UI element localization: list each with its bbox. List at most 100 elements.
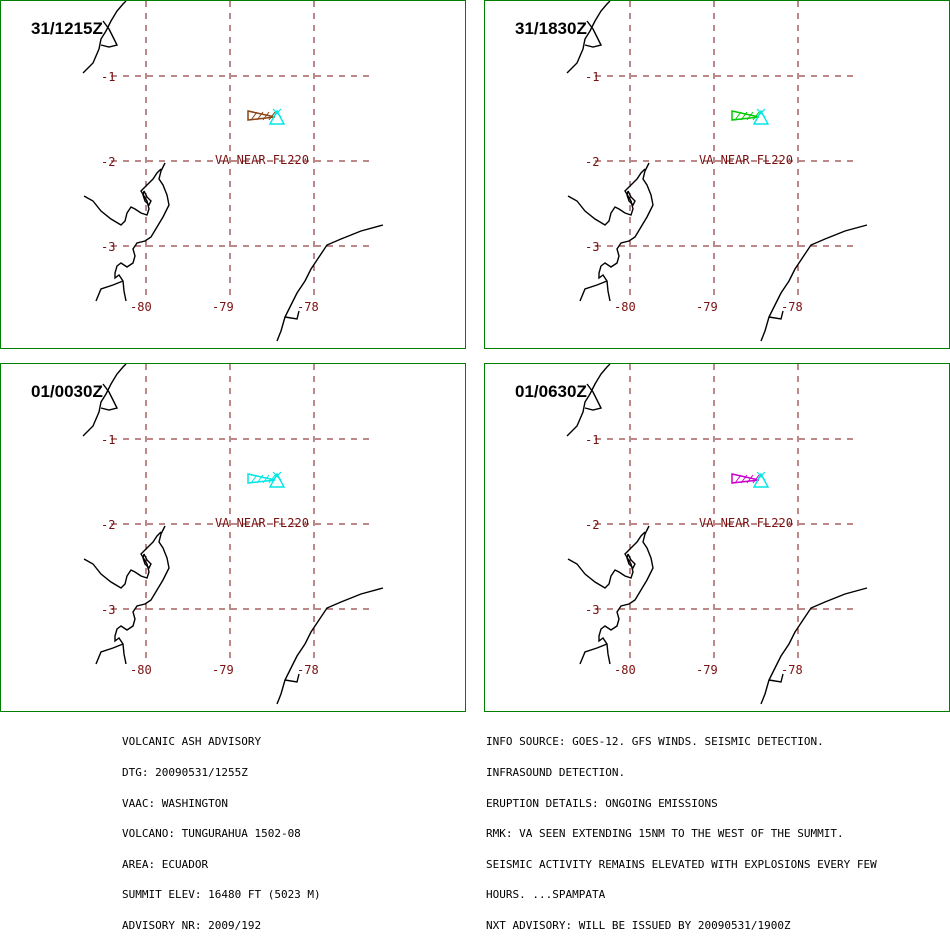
advisory-line: HOURS. ...SPAMPATA xyxy=(486,888,606,902)
advisory-line: ADVISORY NR: 2009/192 xyxy=(122,919,262,933)
advisory-line: VOLCANO: TUNGURAHUA 1502-08 xyxy=(122,827,301,841)
advisory-line: INFO SOURCE: GOES-12. GFS WINDS. SEISMIC… xyxy=(486,735,824,749)
latitude-label: -1 xyxy=(585,433,599,447)
coastline xyxy=(566,1,611,74)
latitude-label: -2 xyxy=(101,518,115,532)
volcano-triangle-icon xyxy=(752,472,770,488)
advisory-line: VAAC: WASHINGTON xyxy=(122,796,228,810)
volcano-marker-line xyxy=(756,108,766,118)
advisory-right-block: INFO SOURCE: GOES-12. GFS WINDS. SEISMIC… xyxy=(486,717,877,941)
latitude-label: -2 xyxy=(585,518,599,532)
coastline xyxy=(142,553,152,570)
plume-hatch xyxy=(268,474,276,484)
coastline xyxy=(626,190,636,207)
longitude-label: -79 xyxy=(212,300,234,314)
volcano-marker-line xyxy=(272,108,282,118)
coastline xyxy=(566,364,611,437)
latitude-label: -1 xyxy=(101,70,115,84)
latitude-label: -3 xyxy=(585,603,599,617)
va-area-label: VA NEAR FL220 xyxy=(699,516,793,530)
coastline xyxy=(95,643,124,665)
advisory-line: NXT ADVISORY: WILL BE ISSUED BY 20090531… xyxy=(486,919,791,933)
advisory-line: INFRASOUND DETECTION. xyxy=(486,766,626,780)
coastline xyxy=(567,531,646,589)
coastline xyxy=(83,531,162,589)
va-area-label: VA NEAR FL220 xyxy=(215,516,309,530)
panel-time-label: 31/1830Z xyxy=(515,19,587,38)
plume-hatch xyxy=(256,111,264,121)
map-svg: -1 -2 -3 -80 -79 -78 VA NEAR FL220 xyxy=(82,1,384,342)
volcano-triangle-icon xyxy=(752,109,770,125)
panel-time-label: 31/1215Z xyxy=(31,19,103,38)
coastline xyxy=(114,525,170,665)
longitude-label: -78 xyxy=(781,663,803,677)
coastline xyxy=(82,1,127,74)
latitude-label: -2 xyxy=(101,155,115,169)
longitude-label: -79 xyxy=(696,300,718,314)
coastline xyxy=(114,162,170,302)
longitude-label: -78 xyxy=(297,300,319,314)
advisory-line: AREA: ECUADOR xyxy=(122,857,209,871)
plume-hatch xyxy=(752,111,760,121)
coastline xyxy=(284,310,300,320)
longitude-label: -80 xyxy=(614,300,636,314)
volcano-marker-line xyxy=(272,471,282,481)
coastline xyxy=(598,525,654,665)
coastline xyxy=(276,224,384,342)
plume-hatch xyxy=(740,474,748,484)
coastline xyxy=(100,383,119,411)
coastline xyxy=(284,673,300,683)
coastline xyxy=(567,168,646,226)
coastline xyxy=(95,280,124,302)
plume-hatch xyxy=(734,474,742,484)
advisory-line: ERUPTION DETAILS: ONGOING EMISSIONS xyxy=(486,796,718,810)
plume-hatch xyxy=(746,111,754,121)
plume-hatch xyxy=(262,474,270,484)
latitude-label: -1 xyxy=(585,70,599,84)
coastline xyxy=(579,280,608,302)
map-panel-1: -1 -2 -3 -80 -79 -78 VA NEAR FL220 31/1215Z xyxy=(0,0,466,349)
coastline xyxy=(142,190,152,207)
panel-time-label: 01/0030Z xyxy=(31,382,103,401)
plume-hatch xyxy=(250,111,258,121)
coastline xyxy=(768,673,784,683)
latitude-label: -1 xyxy=(101,433,115,447)
map-svg: -1 -2 -3 -80 -79 -78 VA NEAR FL220 xyxy=(82,364,384,705)
coastline xyxy=(584,383,603,411)
volcano-triangle-icon xyxy=(268,109,286,125)
latitude-label: -3 xyxy=(101,603,115,617)
longitude-label: -78 xyxy=(781,300,803,314)
plume-hatch xyxy=(268,111,276,121)
latitude-label: -3 xyxy=(101,240,115,254)
advisory-line: VOLCANIC ASH ADVISORY xyxy=(122,735,262,749)
coastline xyxy=(579,643,608,665)
latitude-label: -2 xyxy=(585,155,599,169)
plume-hatch xyxy=(740,111,748,121)
map-panel-3: -1 -2 -3 -80 -79 -78 VA NEAR FL220 01/0030Z xyxy=(0,363,466,712)
panel-time-label: 01/0630Z xyxy=(515,382,587,401)
advisory-line: SEISMIC ACTIVITY REMAINS ELEVATED WITH E… xyxy=(486,857,877,871)
map-panel-2: -1 -2 -3 -80 -79 -78 VA NEAR FL220 31/1830Z xyxy=(484,0,950,349)
plume-hatch xyxy=(262,111,270,121)
plume-hatch xyxy=(734,111,742,121)
coastline xyxy=(598,162,654,302)
longitude-label: -79 xyxy=(212,663,234,677)
longitude-label: -80 xyxy=(130,663,152,677)
advisory-left-block: VOLCANIC ASH ADVISORY DTG: 20090531/1255… xyxy=(122,717,321,941)
longitude-label: -80 xyxy=(130,300,152,314)
va-area-label: VA NEAR FL220 xyxy=(699,153,793,167)
map-svg: -1 -2 -3 -80 -79 -78 VA NEAR FL220 xyxy=(566,1,868,342)
latitude-label: -3 xyxy=(585,240,599,254)
coastline xyxy=(100,20,119,48)
advisory-line: RMK: VA SEEN EXTENDING 15NM TO THE WEST … xyxy=(486,827,844,841)
longitude-label: -79 xyxy=(696,663,718,677)
map-svg: -1 -2 -3 -80 -79 -78 VA NEAR FL220 xyxy=(566,364,868,705)
plume-hatch xyxy=(256,474,264,484)
volcano-marker-line xyxy=(756,471,766,481)
longitude-label: -80 xyxy=(614,663,636,677)
va-area-label: VA NEAR FL220 xyxy=(215,153,309,167)
advisory-line: SUMMIT ELEV: 16480 FT (5023 M) xyxy=(122,888,321,902)
coastline xyxy=(82,364,127,437)
coastline xyxy=(760,224,868,342)
coastline xyxy=(626,553,636,570)
